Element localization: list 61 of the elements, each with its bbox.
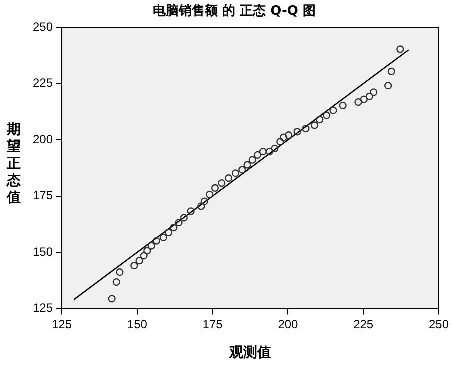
point bbox=[285, 132, 293, 140]
point bbox=[164, 228, 173, 237]
x-tick-label: 225 bbox=[354, 317, 374, 332]
point bbox=[206, 190, 214, 199]
x-tick-label: 175 bbox=[202, 317, 224, 332]
point bbox=[130, 262, 138, 270]
point bbox=[388, 68, 396, 76]
point bbox=[180, 214, 188, 222]
point bbox=[339, 102, 347, 110]
point bbox=[330, 106, 338, 114]
point bbox=[310, 122, 319, 130]
x-tick-label: 250 bbox=[428, 317, 450, 332]
y-axis-title: 期望正态值 bbox=[6, 122, 22, 207]
chart-title: 电脑销售额 的 正态 Q-Q 图 bbox=[153, 3, 316, 20]
point bbox=[148, 242, 156, 250]
point bbox=[280, 134, 288, 142]
y-tick-label: 250 bbox=[32, 20, 54, 34]
point bbox=[211, 184, 220, 192]
point bbox=[238, 166, 246, 174]
point bbox=[294, 128, 302, 136]
y-tick-label: 175 bbox=[32, 188, 54, 203]
point bbox=[116, 268, 124, 276]
point bbox=[160, 234, 168, 242]
y-tick-label: 200 bbox=[32, 132, 54, 146]
point bbox=[384, 82, 392, 90]
y-tick-label: 225 bbox=[32, 76, 54, 90]
y-tick-label: 125 bbox=[32, 301, 54, 316]
point bbox=[140, 252, 148, 260]
x-tick-label: 200 bbox=[278, 317, 299, 332]
y-tick-label: 150 bbox=[32, 244, 54, 259]
point bbox=[354, 98, 362, 106]
point bbox=[218, 179, 226, 188]
point bbox=[360, 96, 368, 104]
point bbox=[232, 170, 240, 178]
point bbox=[248, 156, 256, 164]
x-tick-label: 150 bbox=[127, 317, 148, 332]
point bbox=[396, 46, 404, 54]
point bbox=[370, 88, 378, 96]
point bbox=[224, 174, 233, 182]
point bbox=[144, 247, 152, 255]
point bbox=[302, 125, 310, 133]
point bbox=[136, 257, 144, 265]
point bbox=[152, 237, 161, 245]
point bbox=[112, 278, 120, 286]
point bbox=[271, 144, 279, 152]
point bbox=[175, 219, 183, 227]
point bbox=[323, 112, 331, 120]
point bbox=[170, 224, 178, 232]
x-tick-label: 125 bbox=[52, 317, 72, 332]
point bbox=[266, 148, 274, 156]
x-axis-title: 观测值 bbox=[228, 345, 272, 362]
point bbox=[198, 202, 206, 210]
point bbox=[187, 208, 195, 216]
point bbox=[276, 138, 284, 146]
point bbox=[259, 148, 267, 156]
point bbox=[366, 92, 374, 100]
point bbox=[254, 151, 262, 159]
point bbox=[316, 116, 324, 124]
point bbox=[108, 295, 116, 303]
point bbox=[244, 161, 252, 169]
point bbox=[200, 198, 208, 206]
